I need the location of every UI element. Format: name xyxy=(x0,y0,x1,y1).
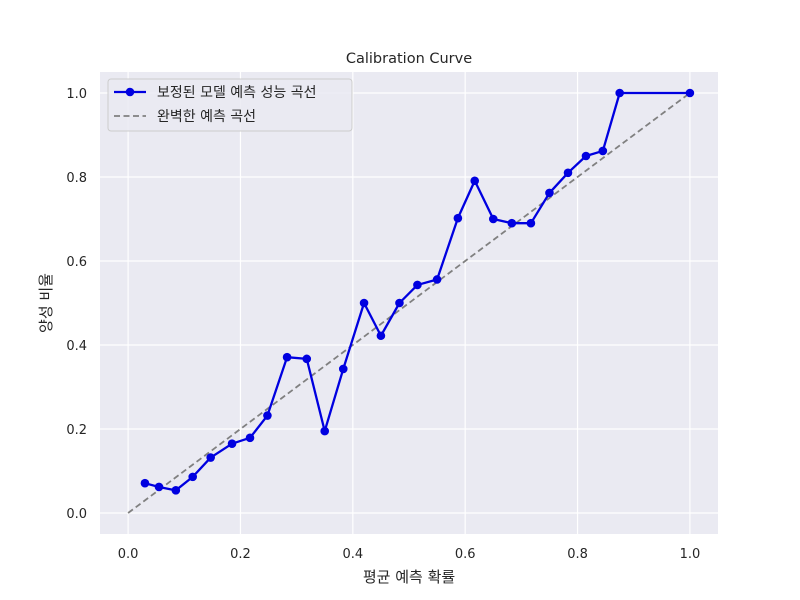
model-point xyxy=(563,168,573,178)
legend-model-label: 보정된 모델 예측 성능 곡선 xyxy=(157,85,316,101)
chart-title: Calibration Curve xyxy=(346,51,472,67)
model-point xyxy=(453,213,463,223)
model-point xyxy=(188,472,197,482)
x-tick-label: 0.8 xyxy=(567,547,588,562)
y-tick-label: 0.8 xyxy=(66,171,87,186)
y-grid xyxy=(100,92,718,514)
model-point xyxy=(263,411,272,420)
x-axis-label: 평균 예측 확률 xyxy=(363,568,456,586)
model-point xyxy=(395,298,404,308)
x-grid xyxy=(127,72,691,534)
model-point xyxy=(488,214,498,224)
x-tick-label: 1.0 xyxy=(680,547,701,562)
y-tick-label: 0.6 xyxy=(66,255,87,270)
y-tick-label: 0.2 xyxy=(66,423,87,438)
model-point xyxy=(359,298,369,308)
model-point xyxy=(171,486,181,495)
x-tick-label: 0.0 xyxy=(118,547,139,562)
y-tick-label: 1.0 xyxy=(66,87,87,102)
model-point xyxy=(282,352,292,362)
legend-perfect-label: 완벽한 예측 곡선 xyxy=(157,109,256,125)
model-point xyxy=(227,439,237,449)
plot-area xyxy=(100,72,718,534)
x-tick-labels: 0.0 0.2 0.4 0.6 0.8 1.0 xyxy=(118,547,701,562)
model-point xyxy=(615,88,624,98)
model-point xyxy=(302,354,312,364)
model-point xyxy=(581,151,591,161)
legend: 보정된 모델 예측 성능 곡선 완벽한 예측 곡선 xyxy=(107,78,353,132)
model-point xyxy=(432,275,442,284)
y-tick-label: 0.4 xyxy=(66,339,87,354)
x-tick-label: 0.2 xyxy=(230,547,251,562)
x-tick-label: 0.4 xyxy=(342,547,363,562)
perfect-calibration-line xyxy=(127,92,691,514)
legend-box xyxy=(107,78,353,132)
y-tick-labels: 0.0 0.2 0.4 0.6 0.8 1.0 xyxy=(66,87,87,522)
model-point xyxy=(598,146,608,156)
model-point xyxy=(470,176,480,186)
y-tick-label: 0.0 xyxy=(66,507,87,522)
model-point xyxy=(376,331,386,341)
x-tick-label: 0.6 xyxy=(455,547,476,562)
model-point xyxy=(320,426,330,436)
model-point xyxy=(545,188,554,198)
series-layer xyxy=(127,88,695,514)
legend-model-marker xyxy=(125,87,135,97)
model-point xyxy=(526,218,536,228)
model-point xyxy=(685,88,695,98)
y-axis-label: 양성 비율 xyxy=(37,273,55,333)
model-point xyxy=(206,453,215,462)
model-calibration-line xyxy=(144,91,690,492)
model-point xyxy=(245,433,255,443)
model-point xyxy=(507,218,517,228)
model-point xyxy=(338,364,348,374)
model-point xyxy=(154,482,164,492)
model-point xyxy=(413,280,422,290)
model-point xyxy=(140,478,150,488)
